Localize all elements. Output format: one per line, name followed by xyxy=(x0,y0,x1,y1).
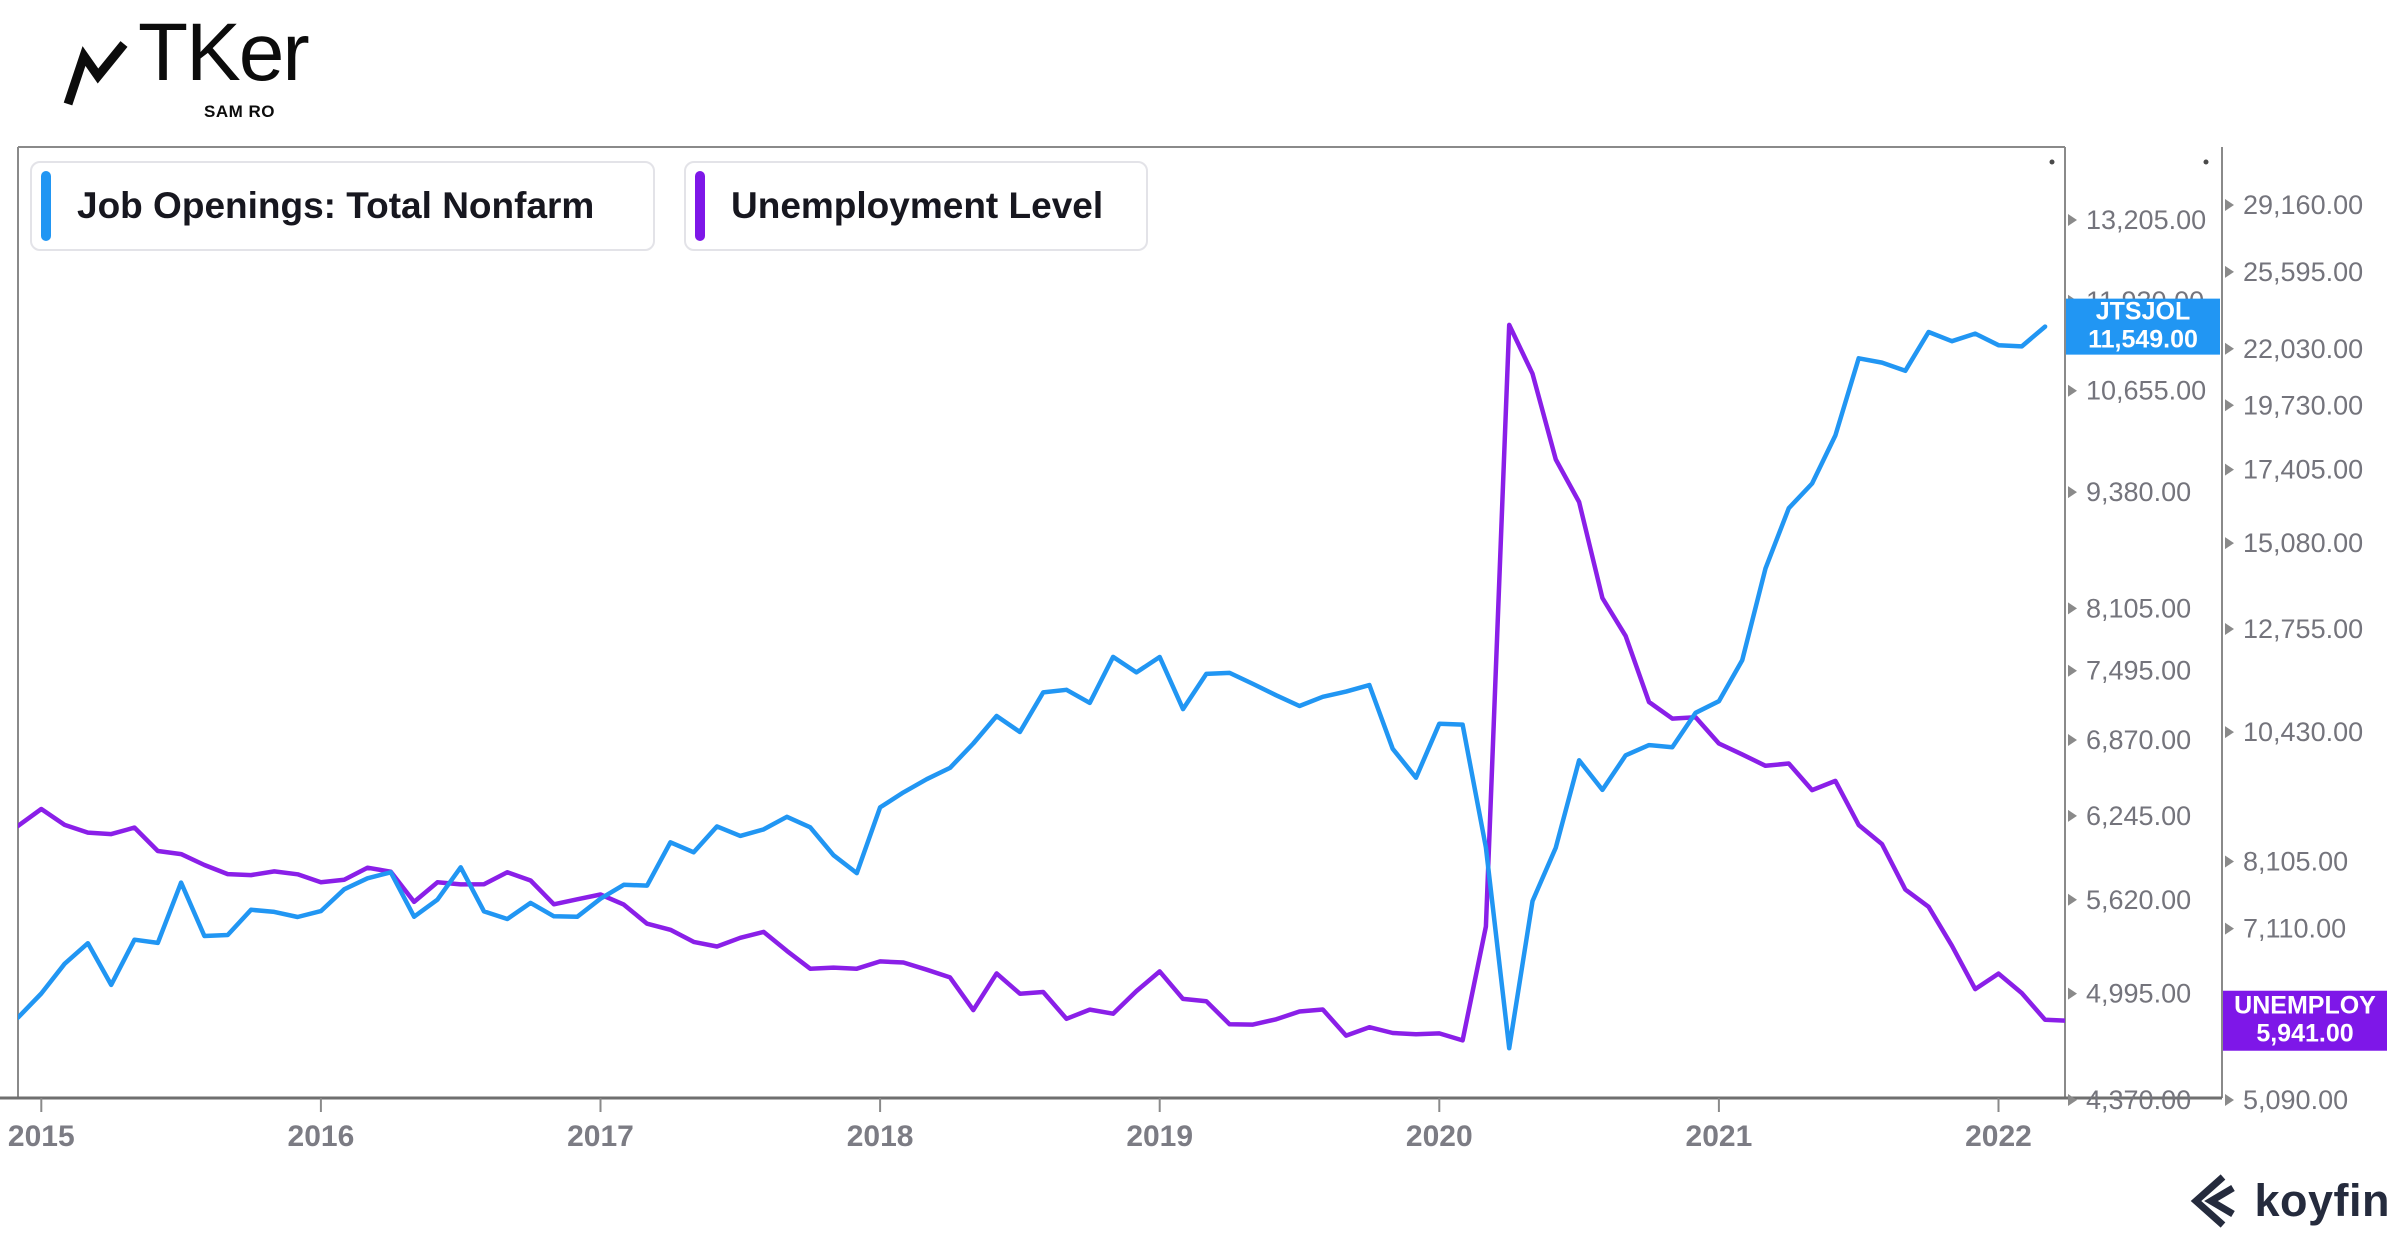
legend-item-unemployment[interactable]: Unemployment Level xyxy=(684,161,1148,251)
jtsjol-badge-ticker: JTSJOL xyxy=(2096,298,2190,326)
y-axis-tick-inner-label: 13,205.00 xyxy=(2086,205,2206,235)
y-axis-tick-outer-arrow xyxy=(2225,463,2234,476)
y-axis-tick-outer-label: 29,160.00 xyxy=(2243,190,2363,220)
y-axis-tick-inner-label: 5,620.00 xyxy=(2086,885,2191,915)
y-axis-tick-outer-label: 5,090.00 xyxy=(2243,1085,2348,1115)
y-axis-tick-outer-arrow xyxy=(2225,855,2234,868)
y-axis-tick-outer-label: 17,405.00 xyxy=(2243,455,2363,485)
jtsjol-line[interactable] xyxy=(18,324,2048,1051)
y-axis-tick-inner-label: 10,655.00 xyxy=(2086,376,2206,406)
y-axis-tick-inner-arrow xyxy=(2068,602,2077,615)
y-axis-tick-outer-arrow xyxy=(2225,537,2234,550)
x-axis-tick-label: 2021 xyxy=(1686,1120,1753,1153)
koyfin-wordmark: koyfin xyxy=(2254,1175,2390,1226)
axis-top-dot xyxy=(2203,159,2209,165)
y-axis-tick-outer-arrow xyxy=(2225,1094,2234,1106)
y-axis-tick-inner-arrow xyxy=(2068,893,2077,906)
y-axis-tick-outer-arrow xyxy=(2225,265,2234,278)
unemploy-line[interactable] xyxy=(18,322,2068,1043)
y-axis-tick-outer-label: 12,755.00 xyxy=(2243,614,2363,644)
y-axis-tick-inner-arrow xyxy=(2068,1094,2077,1106)
y-axis-tick-outer-arrow xyxy=(2225,342,2234,355)
y-axis-tick-inner-label: 4,370.00 xyxy=(2086,1085,2191,1115)
legend-item-job-openings[interactable]: Job Openings: Total Nonfarm xyxy=(30,161,655,251)
y-axis-tick-inner-label: 6,245.00 xyxy=(2086,801,2191,831)
y-axis-tick-outer-label: 22,030.00 xyxy=(2243,334,2363,364)
y-axis-tick-inner-label: 6,870.00 xyxy=(2086,725,2191,755)
y-axis-tick-outer-label: 25,595.00 xyxy=(2243,257,2363,287)
y-axis-tick-inner-label: 4,995.00 xyxy=(2086,979,2191,1009)
y-axis-tick-outer-label: 10,430.00 xyxy=(2243,717,2363,747)
tker-zigzag-icon xyxy=(63,41,128,106)
y-axis-tick-inner-arrow xyxy=(2068,214,2077,226)
x-axis-tick-label: 2020 xyxy=(1406,1120,1473,1153)
y-axis-tick-outer-arrow xyxy=(2225,399,2234,412)
unemploy-last-value-badge xyxy=(2223,990,2387,1051)
y-axis-tick-outer-label: 8,105.00 xyxy=(2243,846,2348,876)
brand-subtitle: SAM RO xyxy=(204,102,275,121)
y-axis-tick-inner-arrow xyxy=(2068,486,2077,499)
y-axis-tick-inner-arrow xyxy=(2068,987,2077,1000)
y-axis-tick-outer-arrow xyxy=(2225,922,2234,935)
x-axis-tick-label: 2019 xyxy=(1126,1120,1193,1153)
legend-label: Job Openings: Total Nonfarm xyxy=(77,185,595,226)
unemploy-badge-value: 5,941.00 xyxy=(2256,1020,2353,1048)
y-axis-tick-outer-arrow xyxy=(2225,199,2234,211)
y-axis-tick-outer-arrow xyxy=(2225,726,2234,739)
axis-top-dot xyxy=(2049,159,2055,165)
x-axis-tick-label: 2015 xyxy=(8,1120,75,1153)
brand-name: TKer xyxy=(138,7,310,98)
koyfin-logo[interactable]: koyfin xyxy=(2189,1174,2390,1228)
y-axis-tick-outer-label: 19,730.00 xyxy=(2243,390,2363,420)
koyfin-icon xyxy=(2191,1174,2236,1228)
y-axis-tick-outer-label: 15,080.00 xyxy=(2243,528,2363,558)
x-axis-tick-label: 2016 xyxy=(288,1120,355,1153)
y-axis-tick-inner-label: 8,105.00 xyxy=(2086,593,2191,623)
y-axis-tick-outer-label: 7,110.00 xyxy=(2243,914,2346,944)
jtsjol-badge-value: 11,549.00 xyxy=(2088,326,2198,354)
legend-color-bar-blue xyxy=(41,171,51,241)
x-axis-tick-label: 2022 xyxy=(1965,1120,2032,1153)
legend-label: Unemployment Level xyxy=(731,185,1104,226)
y-axis-tick-inner-label: 7,495.00 xyxy=(2086,656,2191,686)
y-axis-tick-inner-arrow xyxy=(2068,809,2077,822)
unemploy-badge-ticker: UNEMPLOY xyxy=(2234,992,2376,1020)
jtsjol-last-value-badge xyxy=(2066,298,2220,355)
y-axis-tick-inner-arrow xyxy=(2068,664,2077,677)
x-axis-tick-label: 2018 xyxy=(847,1120,914,1153)
y-axis-tick-inner-arrow xyxy=(2068,733,2077,746)
y-axis-tick-outer-arrow xyxy=(2225,622,2234,635)
x-axis-tick-label: 2017 xyxy=(567,1120,634,1153)
y-axis-tick-inner-arrow xyxy=(2068,384,2077,397)
legend-color-bar-purple xyxy=(695,171,705,241)
y-axis-tick-inner-label: 9,380.00 xyxy=(2086,477,2191,507)
